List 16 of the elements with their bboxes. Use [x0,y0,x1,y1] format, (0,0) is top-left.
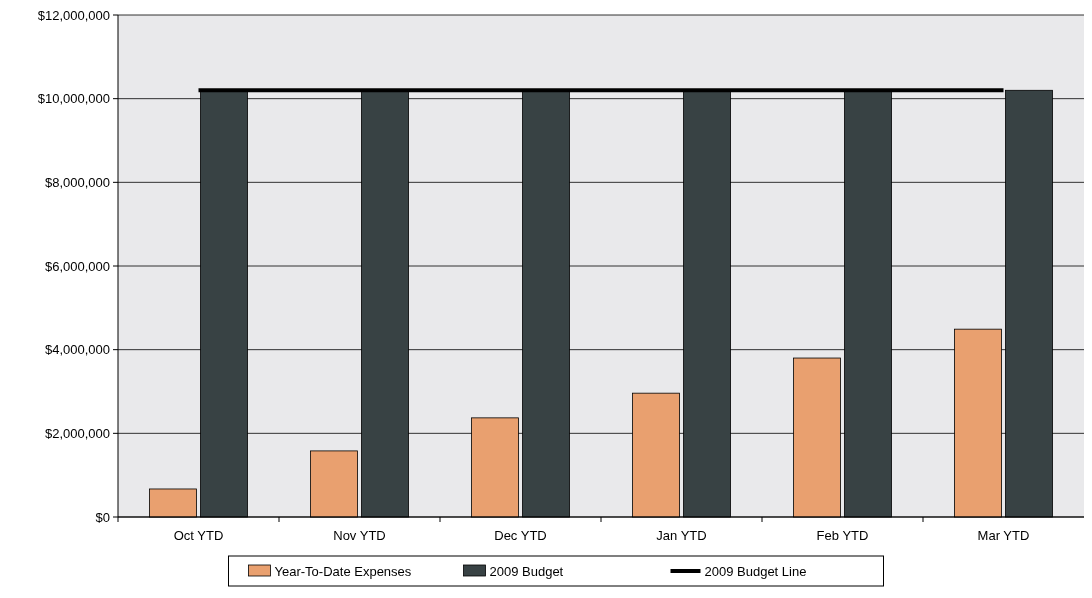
y-tick-label: $8,000,000 [44,174,110,190]
y-tick-label: $12,000,000 [37,7,110,23]
legend-label: 2009 Budget Line [704,563,807,579]
legend-label: 2009 Budget [489,563,564,579]
x-tick-label: Feb YTD [816,528,869,543]
y-tick-label: $10,000,000 [37,91,110,107]
y-tick-label: $4,000,000 [44,342,110,358]
x-tick-label: Jan YTD [656,528,707,543]
x-tick-label: Dec YTD [494,528,547,543]
x-tick-label: Oct YTD [173,528,224,543]
y-tick-label: $0 [95,509,110,525]
y-tick-label: $2,000,000 [44,425,110,441]
legend-label: Year-To-Date Expenses [274,563,412,579]
x-tick-label: Nov YTD [333,528,386,543]
x-tick-label: Mar YTD [977,528,1030,543]
y-tick-label: $6,000,000 [44,258,110,274]
